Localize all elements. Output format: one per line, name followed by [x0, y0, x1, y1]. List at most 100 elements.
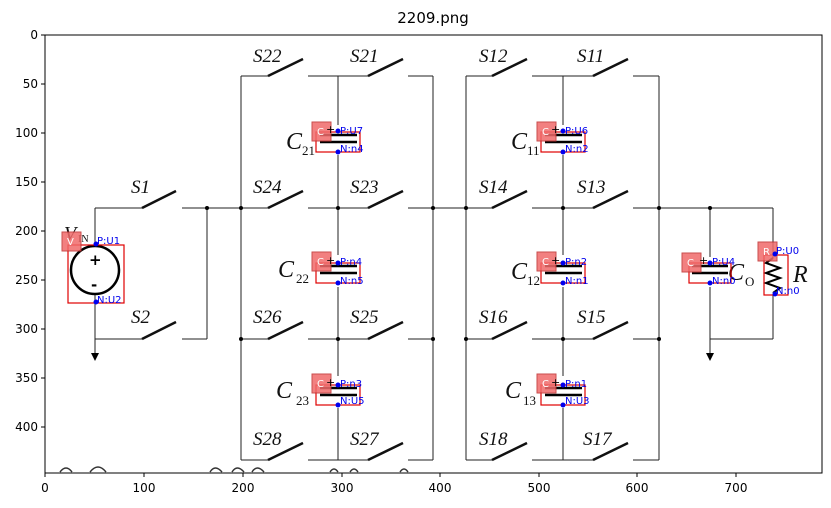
x-tick-label: 300	[331, 481, 354, 495]
switch-label-s26: S26	[253, 307, 282, 328]
switch-label-s24: S24	[253, 177, 282, 198]
switch-label-s18: S18	[479, 429, 508, 450]
y-tick-label: 50	[23, 77, 38, 91]
cap-sub: O	[745, 274, 754, 289]
switch-label-s16: S16	[479, 307, 508, 328]
cap-neg-pin: N:U3	[565, 396, 590, 407]
svg-text:+: +	[551, 123, 560, 136]
switch-label-s27: S27	[350, 429, 380, 450]
cap-neg-pin: N:U5	[340, 396, 365, 407]
switch-label-s11: S11	[577, 46, 604, 67]
switch-label-s23: S23	[350, 177, 379, 198]
switch-label-s21: S21	[350, 46, 379, 67]
cap-label: C	[511, 259, 528, 285]
cap-neg-pin: N:n1	[565, 276, 589, 287]
cap-sub: 12	[527, 273, 540, 288]
resistor-r: R R P:U0 N:n0	[757, 241, 808, 297]
switch-blades	[141, 57, 633, 465]
source-label-sub: IN	[78, 234, 89, 245]
cap-tag	[536, 121, 557, 142]
capacitor-c21: C 21 C + P:U7 N:n4	[286, 121, 376, 158]
source-pos-pin: P:U1	[97, 236, 120, 247]
switch-label-s28: S28	[253, 429, 282, 450]
cap-tag-text: C	[687, 258, 694, 269]
resistor-tag	[757, 241, 778, 262]
svg-text:+: +	[699, 254, 708, 267]
cap-tag-text: C	[317, 127, 324, 138]
x-tick-label: 500	[528, 481, 551, 495]
cap-neg-pin: N:n5	[340, 276, 364, 287]
cap-tag-text: C	[317, 257, 324, 268]
cap-pos-pin: P:U6	[565, 126, 588, 137]
y-tick-label: 100	[15, 126, 38, 140]
cap-sub: 23	[296, 393, 309, 408]
cap-tag	[311, 251, 332, 272]
x-tick-label: 600	[626, 481, 649, 495]
cap-tag	[536, 373, 557, 394]
cap-tag	[536, 251, 557, 272]
pin-dot	[93, 299, 99, 305]
source-plus: +	[89, 251, 102, 269]
svg-text:+: +	[326, 123, 335, 136]
y-tick-label: 350	[15, 371, 38, 385]
cap-tag-text: C	[542, 127, 549, 138]
cap-tag	[681, 252, 702, 273]
cap-tag-text: C	[542, 379, 549, 390]
capacitor-c12: C 12 C + P:n2 N:n1	[510, 251, 592, 288]
cap-label: C	[286, 129, 303, 155]
cap-sub: 22	[296, 271, 309, 286]
x-tick-label: 700	[725, 481, 748, 495]
x-tick-label: 0	[41, 481, 49, 495]
cap-pos-pin: P:U4	[712, 257, 735, 268]
y-tick-label: 300	[15, 322, 38, 336]
cap-neg-pin: N:n2	[565, 144, 589, 155]
figure-title: 2209.png	[397, 9, 469, 27]
x-tick-label: 200	[232, 481, 255, 495]
cap-label: C	[511, 129, 528, 155]
switch-label-s14: S14	[479, 177, 508, 198]
switch-label-s17: S17	[583, 429, 613, 450]
switch-label-s25: S25	[350, 307, 379, 328]
switch-label-s22: S22	[253, 46, 282, 67]
cap-sub: 13	[523, 393, 536, 408]
resistor-neg-pin: N:n0	[776, 286, 800, 297]
x-axis: 0 100 200 300 400 500 600 700	[41, 473, 747, 495]
cap-label: C	[278, 257, 295, 283]
cap-label: C	[505, 378, 522, 404]
svg-text:+: +	[326, 254, 335, 267]
cap-label: C	[276, 378, 293, 404]
cap-pos-pin: P:U7	[340, 126, 363, 137]
cap-tag	[311, 373, 332, 394]
y-tick-label: 150	[15, 175, 38, 189]
switch-label-s13: S13	[577, 177, 606, 198]
cap-label: C	[728, 260, 745, 286]
switch-label-s1: S1	[131, 177, 150, 198]
source-tag	[61, 231, 82, 252]
svg-text:+: +	[326, 376, 335, 389]
cap-pos-pin: P:n4	[340, 257, 362, 268]
svg-text:+: +	[551, 376, 560, 389]
svg-text:+: +	[551, 254, 560, 267]
y-tick-label: 0	[30, 28, 38, 42]
resistor-zigzag-icon	[763, 257, 783, 294]
cap-neg-pin: N:n0	[712, 276, 736, 287]
cap-tag-text: C	[542, 257, 549, 268]
cap-tag	[311, 121, 332, 142]
capacitor-c13: C 13 C + P:n1 N:U3	[505, 373, 593, 408]
cap-tag-text: C	[317, 379, 324, 390]
resistor-tag-text: R	[763, 247, 770, 258]
y-tick-label: 250	[15, 273, 38, 287]
cropped-caption-fragment	[46, 465, 821, 473]
switch-labels: S1 S2 S22 S21 S24 S23 S26 S25 S28 S27 S1…	[131, 46, 613, 450]
cap-pos-pin: P:n2	[565, 257, 587, 268]
capacitor-c23: C 23 C + P:n3 N:U5	[276, 373, 366, 408]
capacitor-co: C O C + P:U4 N:n0	[681, 252, 756, 289]
x-tick-label: 400	[429, 481, 452, 495]
switch-label-s2: S2	[131, 307, 151, 328]
source-tag-text: V	[67, 237, 74, 248]
cap-sub: 21	[302, 143, 315, 158]
resistor-label: R	[792, 262, 808, 288]
cap-pos-pin: P:n3	[340, 379, 362, 390]
pin-dot	[93, 241, 99, 247]
switch-label-s12: S12	[479, 46, 508, 67]
